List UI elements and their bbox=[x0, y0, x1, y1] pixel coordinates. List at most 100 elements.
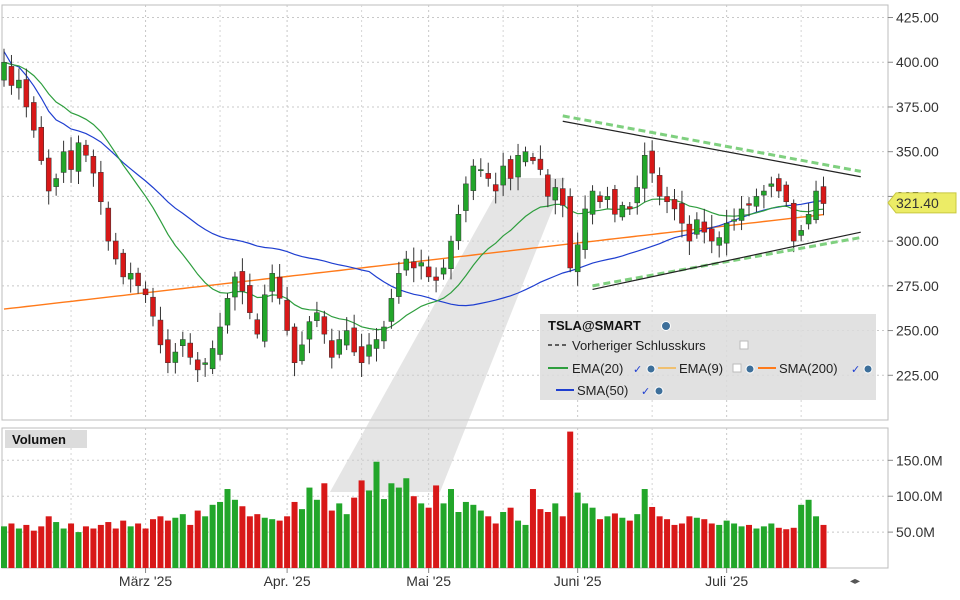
volume-bar bbox=[306, 487, 313, 568]
candle-body bbox=[187, 342, 193, 358]
legend-item-sma50[interactable]: SMA(50) bbox=[577, 383, 628, 398]
volume-bar bbox=[15, 528, 22, 568]
volume-bar bbox=[343, 514, 350, 568]
candle-body bbox=[507, 159, 514, 179]
candle-body bbox=[679, 203, 685, 224]
candle-body bbox=[664, 196, 670, 203]
candle bbox=[276, 264, 283, 305]
candle bbox=[440, 259, 447, 280]
candle-body bbox=[641, 155, 648, 189]
volume-bar bbox=[403, 478, 410, 568]
candle-body bbox=[209, 348, 216, 370]
candle-body bbox=[336, 339, 342, 355]
candle bbox=[820, 176, 827, 216]
volume-bar bbox=[820, 524, 827, 568]
volume-bar bbox=[142, 528, 149, 568]
volume-bar bbox=[313, 499, 320, 568]
candle-body bbox=[813, 190, 819, 221]
last-price-tag: 321.40 bbox=[887, 192, 957, 214]
globe-icon[interactable] bbox=[745, 364, 755, 374]
volume-bar bbox=[246, 516, 253, 568]
price-tick-label: 250.00 bbox=[896, 323, 939, 339]
volume-bar bbox=[753, 528, 760, 568]
check-icon[interactable]: ✓ bbox=[851, 363, 860, 376]
candle-body bbox=[478, 169, 484, 172]
candle-body bbox=[418, 262, 424, 267]
volume-bar bbox=[760, 526, 767, 568]
candle-body bbox=[60, 151, 67, 173]
check-icon[interactable]: ✓ bbox=[641, 385, 650, 398]
candle bbox=[90, 149, 97, 187]
checkbox-icon[interactable] bbox=[739, 340, 749, 350]
candle-body bbox=[746, 203, 752, 206]
candle-body bbox=[396, 273, 402, 297]
candle bbox=[239, 258, 246, 305]
check-icon[interactable]: ✓ bbox=[633, 363, 642, 376]
volume-bar bbox=[299, 509, 305, 568]
candle-body bbox=[671, 199, 678, 210]
legend-item-sma200[interactable]: SMA(200) bbox=[779, 361, 838, 376]
candle bbox=[366, 333, 372, 365]
candle-body bbox=[589, 190, 596, 215]
candle bbox=[813, 180, 819, 224]
candle-body bbox=[604, 196, 611, 200]
candle-body bbox=[776, 178, 782, 192]
candle bbox=[746, 197, 752, 217]
globe-icon[interactable] bbox=[863, 364, 873, 374]
candle-body bbox=[113, 240, 119, 260]
candle-body bbox=[731, 219, 737, 222]
volume-bar bbox=[798, 504, 805, 568]
volume-bar bbox=[783, 529, 790, 568]
globe-icon[interactable] bbox=[646, 364, 656, 374]
volume-bar bbox=[559, 516, 566, 568]
candle-body bbox=[105, 207, 112, 242]
candle bbox=[127, 262, 134, 293]
candle bbox=[470, 159, 477, 201]
legend-item-prev-close[interactable]: Vorheriger Schlusskurs bbox=[572, 338, 706, 353]
candle bbox=[738, 195, 745, 231]
candle-body bbox=[321, 316, 328, 335]
candle bbox=[522, 146, 529, 167]
candle bbox=[232, 271, 238, 311]
candle-body bbox=[142, 288, 149, 296]
volume-bar bbox=[567, 431, 574, 568]
scroll-right-icon[interactable]: ◂▸ bbox=[850, 576, 860, 587]
candle-body bbox=[98, 172, 104, 203]
volume-tick-label: 150.0M bbox=[896, 452, 943, 468]
candle-body bbox=[165, 339, 171, 364]
legend-item-ema20[interactable]: EMA(20) bbox=[572, 361, 623, 376]
candle-body bbox=[500, 165, 506, 186]
candle bbox=[113, 232, 119, 265]
legend-symbol[interactable]: TSLA@SMART bbox=[548, 318, 641, 333]
legend-item-ema9[interactable]: EMA(9) bbox=[679, 361, 723, 376]
volume-bar bbox=[805, 499, 812, 568]
candle-body bbox=[485, 173, 491, 179]
candle bbox=[83, 139, 89, 163]
candle bbox=[381, 320, 387, 349]
candle bbox=[753, 188, 760, 212]
candle bbox=[120, 248, 126, 285]
volume-bar bbox=[75, 532, 82, 568]
volume-bar bbox=[120, 520, 127, 568]
volume-bar bbox=[254, 514, 261, 568]
candle bbox=[790, 199, 797, 253]
candle-body bbox=[343, 330, 350, 346]
watermark-logo bbox=[330, 178, 565, 492]
volume-bar bbox=[82, 526, 89, 568]
candle bbox=[492, 172, 499, 204]
volume-bar bbox=[284, 516, 291, 568]
volume-bar bbox=[105, 522, 112, 568]
candle-body bbox=[127, 273, 134, 280]
volume-bar bbox=[53, 522, 60, 568]
price-tick-label: 225.00 bbox=[896, 367, 939, 383]
checkbox-icon[interactable] bbox=[732, 363, 742, 373]
volume-bar bbox=[552, 503, 559, 568]
volume-bar bbox=[135, 523, 142, 568]
candle-body bbox=[388, 298, 395, 322]
globe-icon[interactable] bbox=[661, 321, 671, 331]
candle-body bbox=[552, 187, 559, 201]
volume-bars bbox=[1, 431, 827, 568]
globe-icon[interactable] bbox=[654, 386, 664, 396]
candle bbox=[23, 68, 30, 118]
